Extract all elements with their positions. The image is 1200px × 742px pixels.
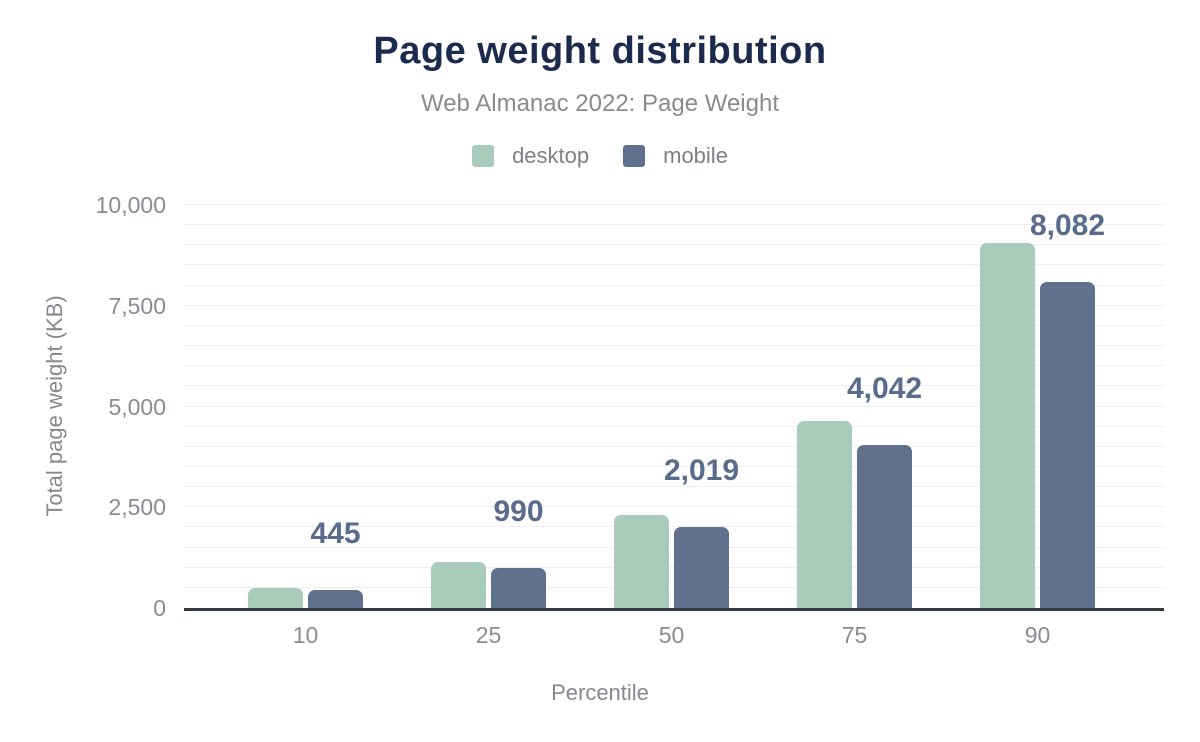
y-tick-10000: 10,000 <box>95 192 166 218</box>
gridline-6000 <box>184 365 1164 367</box>
bar-mobile-p25 <box>491 568 546 608</box>
gridline-3500 <box>184 465 1164 467</box>
gridline-6500 <box>184 345 1164 347</box>
legend-item-mobile: mobile <box>623 143 728 169</box>
chart-title: Page weight distribution <box>373 30 827 72</box>
legend: desktop mobile <box>0 143 1200 169</box>
gridline-10000 <box>184 204 1164 205</box>
x-axis-title: Percentile <box>551 680 649 705</box>
gridline-2500 <box>184 506 1164 508</box>
bar-mobile-p10 <box>308 590 363 608</box>
gridline-7500 <box>184 304 1164 306</box>
chart-subtitle: Web Almanac 2022: Page Weight <box>420 90 779 117</box>
y-tick-2500: 2,500 <box>108 494 166 521</box>
bar-desktop-p75 <box>797 421 852 608</box>
gridline-5500 <box>184 385 1164 387</box>
bar-mobile-p50 <box>674 526 729 608</box>
legend-swatch-desktop <box>472 145 495 167</box>
bar-mobile-p75 <box>857 445 912 608</box>
gridline-7000 <box>184 324 1164 326</box>
bar-desktop-p90 <box>980 242 1035 608</box>
gridline-4500 <box>184 425 1164 427</box>
gridline-4000 <box>184 445 1164 447</box>
x-tick-75: 75 <box>841 622 868 648</box>
x-tick-10: 10 <box>292 622 319 648</box>
value-label-p75: 4,042 <box>846 372 923 406</box>
y-tick-0: 0 <box>153 595 166 621</box>
y-tick-7500: 7,500 <box>108 292 166 319</box>
gridline-2000 <box>184 526 1164 528</box>
gridline-3000 <box>184 486 1164 488</box>
value-label-p50: 2,019 <box>663 453 740 487</box>
gridline-8000 <box>184 284 1164 286</box>
gridline-9000 <box>184 244 1164 246</box>
y-tick-5000: 5,000 <box>108 393 166 420</box>
legend-label-mobile: mobile <box>663 143 728 168</box>
bar-mobile-p90 <box>1040 282 1095 608</box>
legend-item-desktop: desktop <box>472 143 589 169</box>
value-label-p10: 445 <box>310 517 361 551</box>
value-label-p90: 8,082 <box>1029 209 1106 243</box>
x-tick-50: 50 <box>658 622 685 648</box>
x-tick-25: 25 <box>475 622 502 648</box>
legend-label-desktop: desktop <box>512 143 590 168</box>
gridline-5000 <box>184 405 1164 407</box>
plot-area: 445 990 2,019 4,042 8,082 <box>184 204 1164 611</box>
gridline-9500 <box>184 224 1164 226</box>
value-label-p25: 990 <box>493 495 544 529</box>
legend-swatch-mobile <box>623 145 646 167</box>
gridline-8500 <box>184 264 1164 266</box>
bar-desktop-p25 <box>431 561 486 608</box>
bar-desktop-p50 <box>614 515 669 608</box>
bar-desktop-p10 <box>248 587 303 608</box>
x-tick-90: 90 <box>1024 622 1051 648</box>
